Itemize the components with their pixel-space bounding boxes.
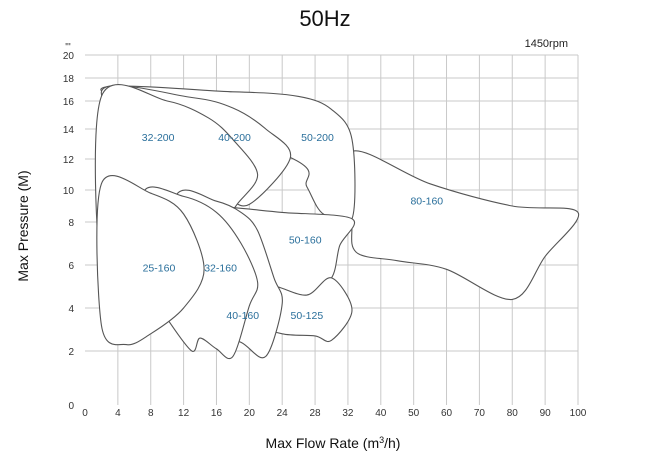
x-tick-label: 0 [82,408,88,419]
y-tick-label: 6 [68,261,74,272]
x-axis-label: Max Flow Rate (m3/h) [266,435,401,451]
x-axis-label-sup: 3 [379,435,384,445]
x-tick-label: 90 [540,408,552,419]
pump-label-50-160: 50-160 [289,235,322,247]
x-tick-label: 32 [342,408,354,419]
x-tick-label: 16 [211,408,223,419]
x-tick-label: 40 [375,408,387,419]
pump-label-50-125: 50-125 [290,310,323,322]
y-tick-label: 2 [68,347,74,358]
y-tick-label: 18 [63,74,75,85]
x-axis-label-suffix: /h) [384,435,400,451]
y-tick-label: 8 [68,218,74,229]
pump-region-80-160 [345,150,580,300]
pump-label-40-160: 40-160 [226,310,259,322]
chart-title: 50Hz [299,6,351,31]
y-tick-label: 14 [63,125,75,136]
x-tick-label: 4 [115,408,121,419]
x-axis-label-main: Max Flow Rate (m [266,435,380,451]
y-axis-label: Max Pressure (M) [15,170,31,281]
x-tick-label: 24 [277,408,289,419]
x-tick-label: 70 [474,408,486,419]
y-tick-label: 4 [68,304,74,315]
x-tick-label: 50 [408,408,420,419]
axis-ticks: 0 4 8 12 16 20 24 28 32 40 50 60 70 80 90 1000246810121… [63,51,587,419]
x-tick-label: 20 [244,408,256,419]
x-tick-label: 60 [441,408,453,419]
pump-label-32-200: 32-200 [142,132,175,144]
x-tick-label: 28 [310,408,322,419]
y-tick-label: 16 [63,97,75,108]
y-tick-label: 10 [63,186,75,197]
pump-label-25-160: 25-160 [143,262,176,274]
rpm-annotation: 1450rpm [525,38,568,50]
y-tick-label: 12 [63,155,75,166]
pump-regions [94,84,580,360]
pump-region-25-160 [96,175,205,346]
y-tick-label: 0 [68,401,74,412]
x-tick-label: 12 [178,408,190,419]
pump-label-40-200: 40-200 [218,132,251,144]
pump-labels: 32-200 40-200 50-200 80-160 50-160 25-160 32-1… [142,132,444,322]
y-tick-label: 20 [63,51,75,62]
y-top-mark: "' [65,42,71,53]
pump-label-80-160: 80-160 [410,195,443,207]
x-tick-label: 80 [507,408,519,419]
pump-label-32-160: 32-160 [204,262,237,274]
pump-label-50-200: 50-200 [301,132,334,144]
x-tick-label: 100 [570,408,587,419]
x-tick-label: 8 [148,408,154,419]
